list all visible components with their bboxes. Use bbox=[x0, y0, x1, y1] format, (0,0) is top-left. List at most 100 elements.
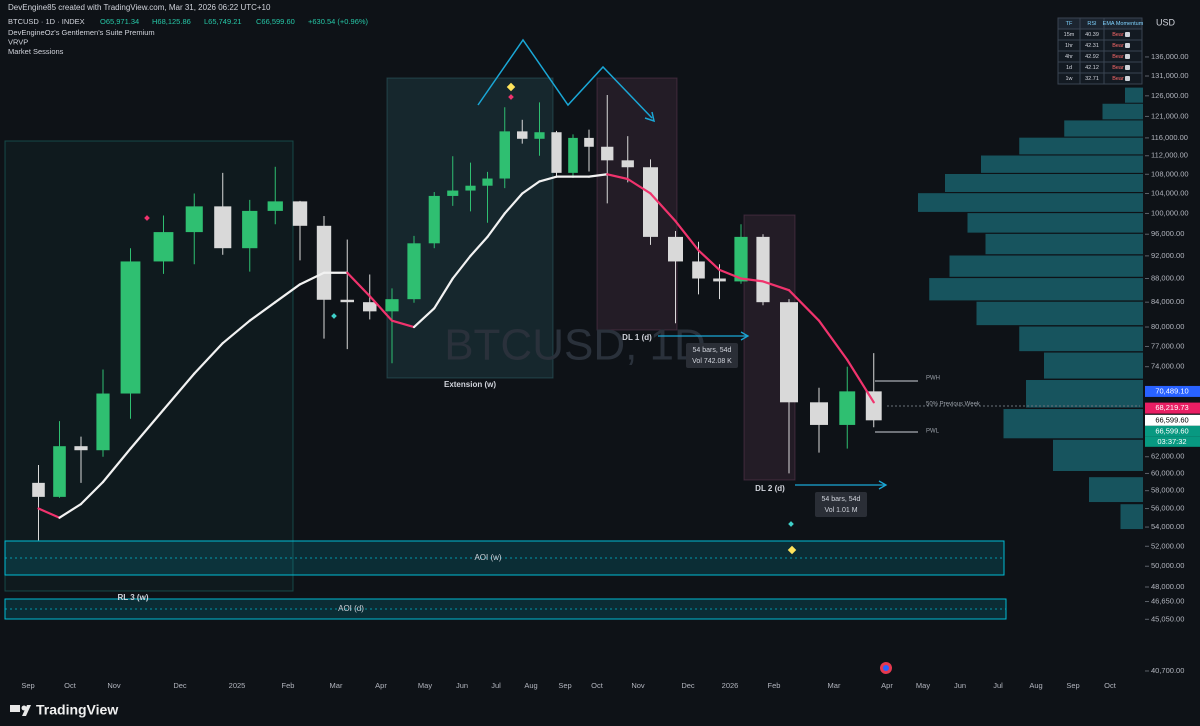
ema-segment bbox=[846, 358, 875, 404]
ohlc-value: L65,749.21 bbox=[204, 17, 242, 26]
countdown-tag bbox=[1145, 436, 1200, 447]
watermark: BTCUSD, 1D bbox=[444, 321, 706, 370]
zone bbox=[4, 540, 1005, 576]
candle-body bbox=[120, 261, 141, 394]
candle-body bbox=[482, 178, 493, 186]
x-tick-label: Sep bbox=[1066, 681, 1079, 690]
candle-body bbox=[316, 225, 332, 300]
x-tick-label: Jul bbox=[993, 681, 1003, 690]
indicator-name: Market Sessions bbox=[8, 47, 64, 56]
zone-label: DL 1 (d) bbox=[622, 333, 652, 342]
candle-body bbox=[668, 236, 683, 262]
ema-segment bbox=[37, 507, 61, 519]
candle-body bbox=[53, 446, 66, 497]
price-tag-label: 66,599.60 bbox=[1155, 415, 1188, 424]
table-cell-text: 1w bbox=[1065, 76, 1072, 82]
zone-label: RL 3 (w) bbox=[118, 593, 149, 602]
candle-body bbox=[692, 261, 705, 279]
volume-profile-bar bbox=[1044, 352, 1143, 379]
ema-segment bbox=[346, 271, 371, 298]
countdown: 03:37:32 bbox=[1157, 437, 1186, 446]
candle-body bbox=[839, 391, 856, 425]
volume-profile-bar bbox=[949, 255, 1143, 277]
candle-body bbox=[74, 446, 88, 451]
zone-label: Extension (w) bbox=[444, 380, 496, 389]
candle-body bbox=[385, 299, 399, 312]
y-tick-label: 84,000.00 bbox=[1151, 297, 1184, 306]
candle-body bbox=[534, 132, 545, 139]
volume-profile-bar bbox=[1019, 137, 1143, 155]
currency: USD bbox=[1156, 17, 1176, 27]
x-tick-label: Oct bbox=[1104, 681, 1117, 690]
candle-body bbox=[214, 206, 232, 249]
x-tick-label: Jun bbox=[456, 681, 468, 690]
x-tick-label: May bbox=[916, 681, 930, 690]
logo bbox=[880, 662, 892, 674]
measure-text: 54 bars, 54d bbox=[822, 496, 861, 503]
volume-profile-bar bbox=[985, 233, 1143, 255]
ema-segment bbox=[787, 289, 821, 322]
brand-logo bbox=[10, 705, 31, 716]
price-tag bbox=[1145, 402, 1200, 414]
bear-icon bbox=[1125, 43, 1130, 48]
candle-body bbox=[242, 210, 258, 249]
y-tick-label: 62,000.00 bbox=[1151, 452, 1184, 461]
signal bbox=[508, 94, 514, 100]
ema-segment bbox=[521, 180, 541, 195]
x-tick-label: Mar bbox=[330, 681, 343, 690]
ema-segment bbox=[248, 301, 277, 322]
candle-body bbox=[407, 243, 421, 300]
volume-profile-bar bbox=[1064, 120, 1143, 137]
header: DevEngine85 created with TradingView.com… bbox=[8, 3, 369, 56]
candle-body bbox=[780, 302, 798, 403]
arrow-head bbox=[740, 331, 750, 341]
x-tick-label: Jul bbox=[491, 681, 501, 690]
table-cell-text: 40.39 bbox=[1085, 32, 1099, 38]
y-tick-label: 100,000.00 bbox=[1151, 208, 1189, 217]
ema-segment bbox=[718, 268, 743, 280]
zone-label: AOI (d) bbox=[338, 604, 364, 613]
x-tick-label: Apr bbox=[375, 681, 387, 690]
candle-body bbox=[499, 131, 510, 179]
y-tick-label: 54,000.00 bbox=[1151, 522, 1184, 531]
candle-body bbox=[96, 393, 110, 451]
price-tag bbox=[1145, 425, 1200, 437]
ema-segment bbox=[412, 307, 436, 329]
x-tick-label: Oct bbox=[591, 681, 604, 690]
ema-segment bbox=[298, 271, 326, 286]
ema-segment bbox=[390, 319, 416, 329]
ema-segment bbox=[221, 319, 251, 345]
level-label: 50% Previous Week bbox=[926, 402, 981, 408]
table-cell-text: Bear bbox=[1112, 76, 1124, 82]
ema-segment bbox=[101, 447, 132, 484]
table-cell-text: 42.31 bbox=[1085, 43, 1099, 49]
labels: RL 3 (w) Extension (w) DL 1 (d) DL 2 (d) AOI… bbox=[21, 333, 1116, 690]
price-tag bbox=[1145, 385, 1200, 397]
table-cell-text: Bear bbox=[1112, 43, 1124, 49]
ema-segment bbox=[486, 212, 506, 238]
x-tick-label: Feb bbox=[282, 681, 295, 690]
ema-segment bbox=[761, 280, 791, 292]
candle-body bbox=[428, 195, 440, 244]
price-tag-label: 66,599.60 bbox=[1155, 426, 1188, 435]
table-cell-text: 4hr bbox=[1065, 54, 1073, 60]
volume-profile-bar bbox=[981, 155, 1143, 173]
measure-text: Vol 1.01 M bbox=[824, 507, 857, 514]
axis-background bbox=[1145, 0, 1200, 696]
volume-profile-bar bbox=[976, 301, 1143, 326]
price-axis: USD 136,000.00 131,000.00 126,000.00 121,00… bbox=[1145, 0, 1200, 696]
level-label: PWL bbox=[926, 429, 940, 435]
x-tick-label: Oct bbox=[64, 681, 77, 690]
x-tick-label: Apr bbox=[881, 681, 893, 690]
credit: DevEngine85 created with TradingView.com… bbox=[8, 3, 271, 12]
y-tick-label: 46,650.00 bbox=[1151, 597, 1184, 606]
candle-body bbox=[621, 160, 634, 168]
x-tick-label: Sep bbox=[21, 681, 34, 690]
table-cell-text: 42.92 bbox=[1085, 54, 1099, 60]
candle-body bbox=[713, 278, 726, 282]
ema-segment bbox=[58, 502, 83, 519]
bear-icon bbox=[1125, 54, 1130, 59]
table-header: TF bbox=[1066, 21, 1073, 27]
ohlc-value: O65,971.34 bbox=[100, 17, 139, 26]
